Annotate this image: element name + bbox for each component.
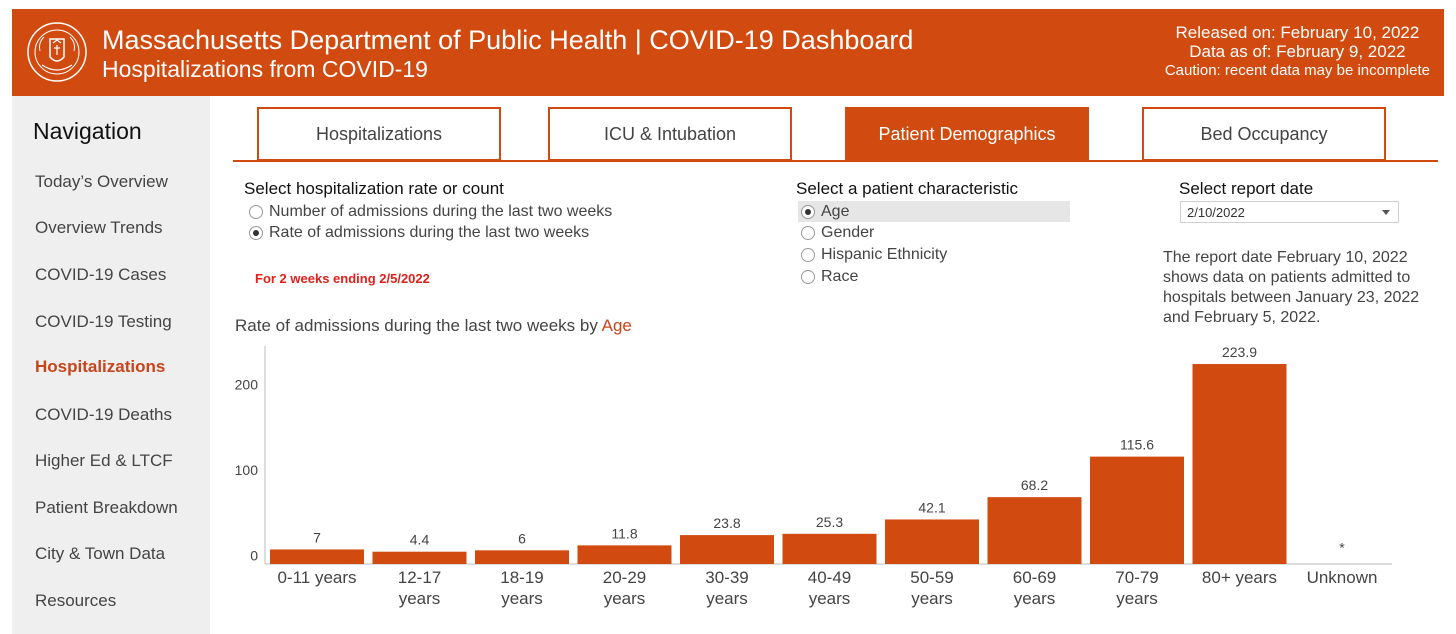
y-tick-label: 200 (235, 376, 259, 392)
data-label: 25.3 (816, 514, 843, 530)
page-title: Massachusetts Department of Public Healt… (102, 25, 914, 55)
data-label: * (1339, 539, 1345, 555)
y-tick-label: 0 (250, 547, 258, 563)
radio-label: Hispanic Ethnicity (821, 246, 948, 263)
data-label: 11.8 (611, 525, 637, 541)
radio-age[interactable]: Age (798, 201, 1070, 222)
x-category-label: 50-59 (910, 568, 953, 587)
x-category-label: 80+ years (1202, 568, 1277, 587)
period-note: For 2 weeks ending 2/5/2022 (255, 271, 430, 286)
data-as-of-date: Data as of: February 9, 2022 (1189, 42, 1406, 61)
radio-hispanic-ethnicity[interactable]: Hispanic Ethnicity (801, 246, 947, 264)
x-category-label: 20-29 (603, 568, 646, 587)
x-category-label: 70-79 (1115, 568, 1158, 587)
x-category-label: years (501, 589, 543, 608)
bar (270, 549, 364, 564)
bar (987, 497, 1082, 564)
sidebar: Navigation Today’s Overview Overview Tre… (12, 96, 210, 634)
radio-button-selected[interactable] (801, 204, 815, 219)
x-category-label: years (1014, 589, 1056, 608)
chevron-down-icon (1382, 210, 1390, 215)
x-category-label: years (706, 589, 748, 608)
sidebar-item-covid-deaths[interactable]: COVID-19 Deaths (35, 405, 172, 424)
x-category-label: years (399, 589, 441, 608)
sidebar-item-overview-trends[interactable]: Overview Trends (35, 218, 163, 237)
radio-label: Rate of admissions during the last two w… (269, 224, 590, 241)
page-subtitle: Hospitalizations from COVID-19 (102, 56, 428, 82)
released-date: Released on: February 10, 2022 (1175, 23, 1420, 42)
data-label: 23.8 (713, 515, 740, 531)
report-date-select[interactable]: 2/10/2022 (1180, 201, 1399, 223)
report-date-value: 2/10/2022 (1187, 205, 1245, 220)
sidebar-item-patient-breakdown[interactable]: Patient Breakdown (35, 498, 178, 517)
chart-title-prefix: Rate of admissions during the last two w… (235, 316, 602, 335)
massachusetts-seal-icon (27, 22, 87, 82)
navigation-title: Navigation (33, 118, 142, 144)
sidebar-item-covid-testing[interactable]: COVID-19 Testing (35, 312, 172, 331)
admissions-bar-chart: 0 100 200 7 0-11 years 4.4 12-17 years 6 18-19 yea… (235, 344, 1392, 608)
bar (372, 551, 467, 564)
bar (885, 519, 979, 564)
x-category-label: years (911, 589, 953, 608)
sidebar-item-todays-overview[interactable]: Today’s Overview (35, 172, 168, 191)
radio-rate-of-admissions[interactable]: Rate of admissions during the last two w… (249, 224, 589, 242)
radio-label: Number of admissions during the last two… (269, 203, 613, 220)
report-date-description: The report date February 10, 2022 shows … (1163, 249, 1420, 326)
bar (680, 535, 774, 564)
radio-button[interactable] (249, 205, 263, 219)
sidebar-item-higher-ed-ltcf[interactable]: Higher Ed & LTCF (35, 451, 173, 470)
x-category-label: 60-69 (1013, 568, 1056, 587)
caution-note: Caution: recent data may be incomplete (1164, 62, 1430, 79)
data-label: 68.2 (1021, 477, 1048, 493)
sidebar-item-hospitalizations[interactable]: Hospitalizations (35, 357, 166, 376)
y-tick-label: 100 (235, 462, 259, 478)
sidebar-item-covid-cases[interactable]: COVID-19 Cases (35, 265, 167, 284)
sidebar-item-resources[interactable]: Resources (35, 591, 117, 610)
release-info: Released on: February 10, 2022 Data as o… (1165, 23, 1430, 80)
dashboard-header: Massachusetts Department of Public Healt… (12, 9, 1444, 96)
tab-bed-occupancy[interactable]: Bed Occupancy (1142, 107, 1386, 161)
data-label: 42.1 (918, 499, 945, 515)
data-label: 115.6 (1120, 437, 1154, 453)
rate-control-title: Select hospitalization rate or count (244, 179, 504, 198)
tab-underline (233, 160, 1438, 162)
radio-button[interactable] (801, 226, 815, 240)
bar (782, 533, 877, 564)
data-label: 4.4 (410, 532, 430, 548)
chart-title: Rate of admissions during the last two w… (235, 316, 632, 336)
x-category-label: Unknown (1307, 568, 1378, 587)
characteristic-control-title: Select a patient characteristic (796, 179, 1019, 198)
radio-label: Race (821, 268, 859, 285)
bar (1192, 364, 1287, 564)
x-category-label: years (604, 589, 646, 608)
sidebar-item-city-town-data[interactable]: City & Town Data (35, 544, 166, 563)
bar (1090, 456, 1184, 564)
radio-button-selected[interactable] (249, 226, 263, 240)
x-category-label: 40-49 (808, 568, 851, 587)
tab-patient-demographics[interactable]: Patient Demographics (845, 107, 1089, 161)
radio-label: Gender (821, 224, 875, 241)
tab-hospitalizations[interactable]: Hospitalizations (257, 107, 501, 161)
data-label: 6 (518, 530, 526, 546)
radio-gender[interactable]: Gender (801, 224, 874, 242)
data-label: 7 (313, 529, 321, 545)
radio-button[interactable] (801, 270, 815, 284)
x-category-label: 18-19 (500, 568, 543, 587)
bar (475, 550, 569, 564)
x-category-label: 0-11 years (277, 568, 356, 587)
x-category-label: 12-17 (398, 568, 441, 587)
radio-number-of-admissions[interactable]: Number of admissions during the last two… (249, 203, 612, 221)
x-category-label: years (809, 589, 851, 608)
report-date-title: Select report date (1179, 179, 1314, 198)
x-category-label: years (1116, 589, 1158, 608)
data-label: 223.9 (1222, 344, 1257, 360)
bar (577, 545, 672, 564)
radio-label: Age (821, 202, 850, 220)
x-category-label: 30-39 (705, 568, 748, 587)
radio-button[interactable] (801, 248, 815, 262)
radio-race[interactable]: Race (801, 268, 858, 286)
chart-title-characteristic: Age (601, 316, 632, 335)
tab-icu-intubation[interactable]: ICU & Intubation (548, 107, 792, 161)
